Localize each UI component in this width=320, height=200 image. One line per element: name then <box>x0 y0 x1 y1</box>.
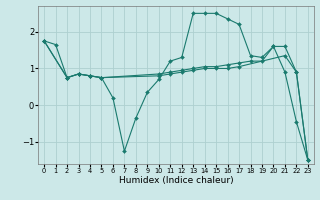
X-axis label: Humidex (Indice chaleur): Humidex (Indice chaleur) <box>119 176 233 185</box>
